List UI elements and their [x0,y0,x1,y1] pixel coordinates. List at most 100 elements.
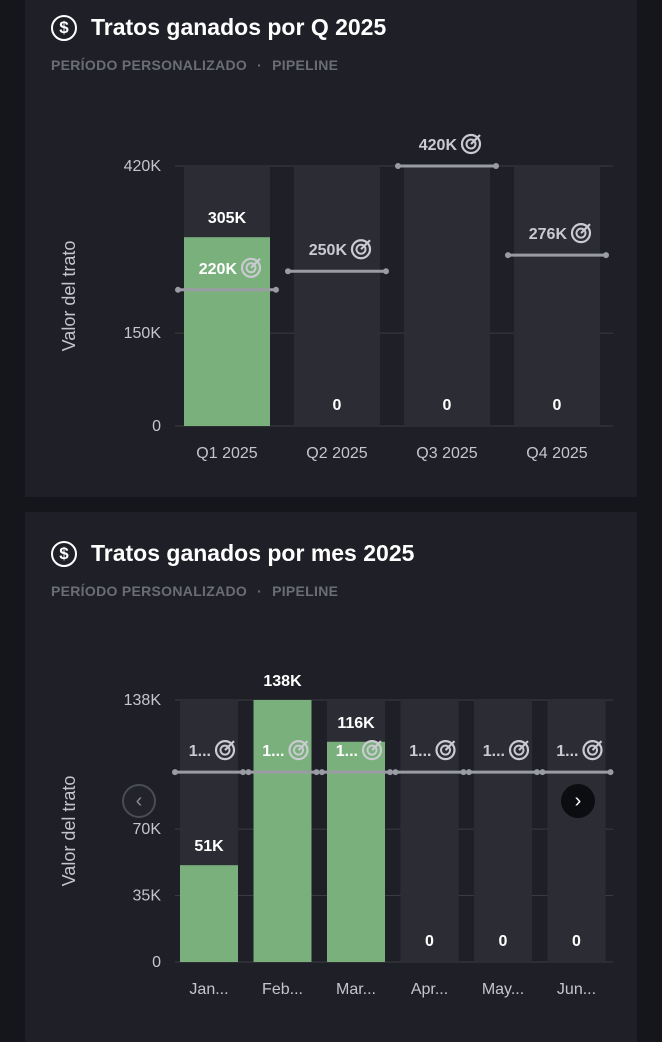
pipeline-filter[interactable]: PIPELINE [272,57,339,73]
x-tick-label: Q3 2025 [416,445,477,462]
target-line-end [539,769,546,776]
target-icon-ring [361,740,383,761]
x-tick-label: Mar... [336,981,376,998]
target-icon-inner [513,744,525,756]
bar-value-label: 0 [425,933,434,950]
target-line-end [313,769,320,776]
bar-value-label: 0 [499,933,508,950]
target-line-end [607,769,614,776]
target-icon [435,740,456,761]
bar-value-label: 138K [263,673,302,690]
card-title: Tratos ganados por Q 2025 [91,14,387,40]
target-icon [582,740,603,761]
target-icon-arrow [518,740,529,751]
x-tick-label: Feb... [262,981,303,998]
bar-value-label: 0 [572,933,581,950]
target-icon-ring [508,740,530,761]
y-tick-label: 138K [124,692,162,709]
target-line-end [505,252,511,259]
x-tick-label: Q4 2025 [526,445,587,462]
target-icon [508,740,530,761]
target-label: 1... [483,743,505,760]
monthly-bar-chart: Valor del trato 0 35K 70K 138K 51K 1... Jan... 1… [59,673,614,998]
target-label: 250K [309,242,348,259]
target-line-end [392,769,399,776]
bar-value-label: 0 [553,397,562,414]
target-icon [361,740,383,761]
bar-background [547,700,606,962]
target-line-end [319,769,325,776]
y-axis-label: Valor del trato [59,241,79,352]
bar-value-label: 305K [208,210,247,227]
target-icon-ring [240,257,262,278]
period-filter[interactable]: PERÍODO PERSONALIZADO [51,583,248,599]
target-line-end [460,769,467,776]
target-icon-ring [435,740,456,761]
target-icon-ring [288,740,309,761]
target-icon-arrow [371,740,382,751]
target-icon-arrow [297,740,309,751]
chevron-right-icon[interactable]: › [561,784,595,818]
target-icon [240,257,262,278]
bar-background [514,166,600,426]
target-icon-arrow [444,740,456,751]
chevron-left-icon[interactable]: ‹ [122,784,156,818]
target-icon [288,740,309,761]
y-tick-label: 35K [133,888,162,905]
separator: · [257,57,263,73]
target-line-end [285,268,291,275]
bar-value-label: 0 [443,397,452,414]
card-subtitle: PERÍODO PERSONALIZADO · PIPELINE [51,583,617,599]
x-tick-label: Jan... [189,981,228,998]
quarterly-deals-card: $ Tratos ganados por Q 2025 PERÍODO PERS… [25,0,637,497]
target-line-end [240,769,246,776]
target-label: 276K [529,226,568,243]
target-icon [460,133,482,155]
bar-background [404,166,490,426]
target-icon-inner [355,243,367,255]
target-icon-inner [440,744,451,756]
card-header: $ Tratos ganados por Q 2025 PERÍODO PERS… [51,14,617,73]
period-filter[interactable]: PERÍODO PERSONALIZADO [51,57,248,73]
target-icon-inner [465,138,477,150]
x-tick-label: Apr... [411,981,448,998]
card-subtitle: PERÍODO PERSONALIZADO · PIPELINE [51,57,617,73]
target-label: 1... [262,743,284,760]
target-icon-inner [219,744,231,756]
bar-value-label: 0 [333,397,342,414]
target-icon-inner [366,744,378,756]
pipeline-filter[interactable]: PIPELINE [272,583,339,599]
bar [253,700,312,962]
target-icon [350,239,372,260]
target-icon-ring [582,740,603,761]
target-line-end [175,286,181,293]
y-tick-label: 150K [124,325,162,342]
target-line-end [395,163,401,169]
target-icon [570,223,592,244]
target-label: 1... [409,743,431,760]
target-line-end [383,268,389,275]
target-line-end [493,163,499,169]
target-icon-ring [350,239,372,260]
target-line-end [387,769,393,776]
target-icon [214,740,236,761]
target-icon-inner [245,262,257,274]
bar-background [294,166,380,426]
target-line-end [603,252,609,259]
card-title: Tratos ganados por mes 2025 [91,540,415,566]
target-icon-inner [587,744,598,756]
target-line-end [534,769,540,776]
target-icon-inner [293,744,304,756]
dollar-circle-icon: $ [51,540,77,567]
y-tick-label: 70K [133,821,162,838]
quarterly-bar-chart: Valor del trato 0 150K 420K 305K 220K Q1 2025 0… [59,133,613,462]
bar-value-label: 116K [337,715,375,732]
target-icon-ring [460,133,482,155]
y-tick-label: 420K [124,158,162,175]
bar-value-label: 51K [194,838,224,855]
target-icon-arrow [360,239,371,251]
target-icon-inner [575,227,587,239]
y-axis-label: Valor del trato [59,776,79,887]
target-label: 420K [419,137,458,154]
x-tick-label: Jun... [557,981,596,998]
